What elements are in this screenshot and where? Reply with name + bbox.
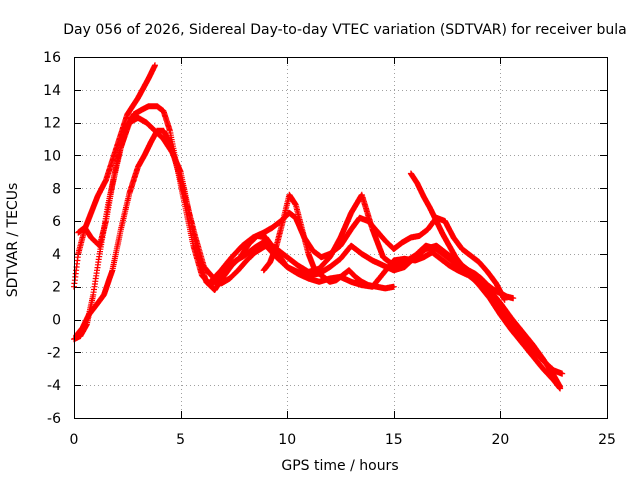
- series-markers: [407, 170, 517, 302]
- grid-lines: [74, 57, 607, 418]
- x-tick-label: 20: [491, 432, 509, 448]
- x-tick-label: 15: [385, 432, 403, 448]
- chart-title: Day 056 of 2026, Sidereal Day-to-day VTE…: [63, 22, 626, 38]
- series-track-g: [407, 170, 517, 302]
- y-tick-label: 2: [52, 280, 61, 296]
- series-markers: [260, 191, 397, 292]
- y-tick-label: 4: [52, 247, 61, 263]
- x-tick-label: 25: [598, 432, 616, 448]
- plot-frame: [74, 57, 608, 419]
- x-axis-label: GPS time / hours: [281, 458, 398, 474]
- axis-tick-labels: 0 5 10 15 20 25 -6 -4 -2 0 2 4 6 8 10 12 14 16: [43, 50, 616, 448]
- data-series: [71, 62, 566, 392]
- y-tick-label: 10: [43, 148, 61, 164]
- x-tick-label: 5: [176, 432, 185, 448]
- y-tick-label: 16: [43, 50, 61, 66]
- y-tick-label: 8: [52, 181, 61, 197]
- series-track-f: [260, 191, 397, 292]
- y-tick-label: 6: [52, 214, 61, 230]
- y-tick-label: -6: [47, 411, 61, 427]
- y-tick-label: 14: [43, 83, 61, 99]
- x-tick-label: 0: [70, 432, 79, 448]
- series-markers: [73, 127, 564, 390]
- y-tick-label: 0: [52, 313, 61, 329]
- x-tick-label: 10: [278, 432, 296, 448]
- y-tick-label: -2: [47, 345, 61, 361]
- y-tick-label: 12: [43, 116, 61, 132]
- series-track-d: [73, 127, 564, 390]
- y-axis-label: SDTVAR / TECUs: [5, 183, 21, 298]
- y-tick-label: -4: [47, 378, 61, 394]
